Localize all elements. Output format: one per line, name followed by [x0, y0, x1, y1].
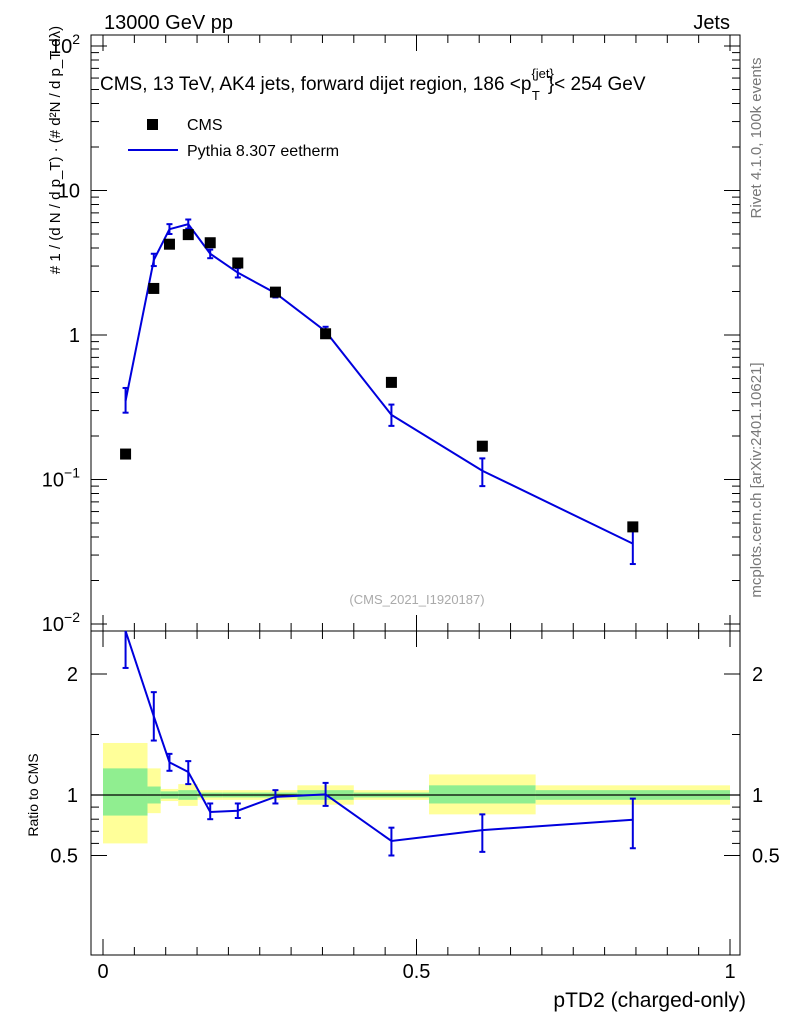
data-point-8	[385, 376, 397, 388]
y-tick-label-base-1: 10	[58, 181, 80, 203]
header-left-label: 13000 GeV pp	[104, 12, 233, 34]
data-point-2	[163, 238, 175, 250]
ratio-tick-label-left-1: 1	[67, 785, 78, 807]
x-tick-label-0: 0	[97, 961, 108, 983]
header-right-label: Jets	[693, 12, 730, 34]
mc-series-main	[122, 218, 636, 566]
x-axis-label: pTD2 (charged-only)	[553, 989, 746, 1012]
data-point-4	[204, 237, 216, 249]
data-point-5	[232, 257, 244, 269]
data-point-3	[182, 229, 194, 241]
analysis-watermark: (CMS_2021_I1920187)	[349, 592, 484, 607]
x-tick-label-2: 1	[724, 961, 735, 983]
y-axis-label-ratio-text: Ratio to CMS	[25, 753, 41, 836]
y-tick-label-exp-0: 2	[72, 31, 80, 47]
ratio-tick-label-left-2: 0.5	[50, 846, 78, 868]
axis-ticks	[91, 35, 740, 955]
plot-title-main: CMS, 13 TeV, AK4 jets, forward dijet reg…	[100, 74, 531, 95]
y-axis-label-main: # 1 / (d N / d p_T) · (# d²N / d p_T dλ)	[47, 26, 64, 274]
data-point-1	[148, 282, 160, 294]
rivet-label-group: Rivet 4.1.0, 100k events	[748, 58, 765, 219]
y-axis-label-main-text: # 1 / (d N / d p_T) · (# d²N / d p_T dλ)	[47, 26, 64, 274]
ratio-panel-frame	[90, 630, 741, 956]
ratio-tick-label-right-0: 2	[752, 664, 763, 686]
rivet-version-label: Rivet 4.1.0, 100k events	[748, 58, 765, 219]
mcplots-source-label: mcplots.cern.ch [arXiv:2401.10621]	[748, 362, 765, 597]
ratio-tick-label-right-1: 1	[752, 785, 763, 807]
y-tick-label-base-0: 10	[50, 36, 72, 58]
y-tick-label-base-4: 10	[42, 614, 64, 636]
mc-main-line	[124, 223, 634, 545]
plot-title-tail: }< 254 GeV	[548, 74, 646, 95]
legend-cms-marker	[147, 119, 158, 130]
plot-title: CMS, 13 TeV, AK4 jets, forward dijet reg…	[100, 66, 646, 103]
y-tick-label-base-3: 10	[42, 470, 64, 492]
ratio-uncertainty-bands	[103, 742, 730, 844]
y-tick-label-0: 102	[50, 31, 80, 58]
y-tick-label-base-2: 1	[69, 325, 80, 347]
data-point-0	[120, 448, 132, 460]
y-tick-label-exp-4: −2	[64, 609, 80, 625]
y-tick-label-exp-3: −1	[64, 465, 80, 481]
y-axis-label-ratio: Ratio to CMS	[25, 753, 41, 836]
y-tick-label-3: 10−1	[42, 465, 80, 492]
y-tick-label-4: 10−2	[42, 609, 80, 636]
legend-cms-label: CMS	[187, 117, 223, 134]
ratio-tick-label-right-2: 0.5	[752, 846, 780, 868]
y-tick-label-1: 10	[58, 181, 80, 203]
legend-mc-label: Pythia 8.307 eetherm	[187, 143, 339, 160]
plot-title-sup: {jet}	[531, 66, 554, 81]
mc-ratio-line	[124, 630, 633, 843]
y-tick-label-2: 1	[69, 325, 80, 347]
data-series-main	[120, 229, 639, 533]
mc-series-ratio	[122, 630, 636, 857]
data-point-6	[269, 286, 281, 298]
plot-title-sub: T	[532, 88, 540, 103]
x-tick-label-1: 0.5	[403, 961, 431, 983]
band-inner-0	[103, 768, 148, 816]
data-point-7	[320, 328, 332, 340]
data-point-9	[476, 440, 488, 452]
mcplots-label-group: mcplots.cern.ch [arXiv:2401.10621]	[748, 362, 765, 597]
data-point-10	[627, 521, 639, 533]
ratio-tick-label-left-0: 2	[67, 664, 78, 686]
band-inner-9	[429, 785, 536, 804]
